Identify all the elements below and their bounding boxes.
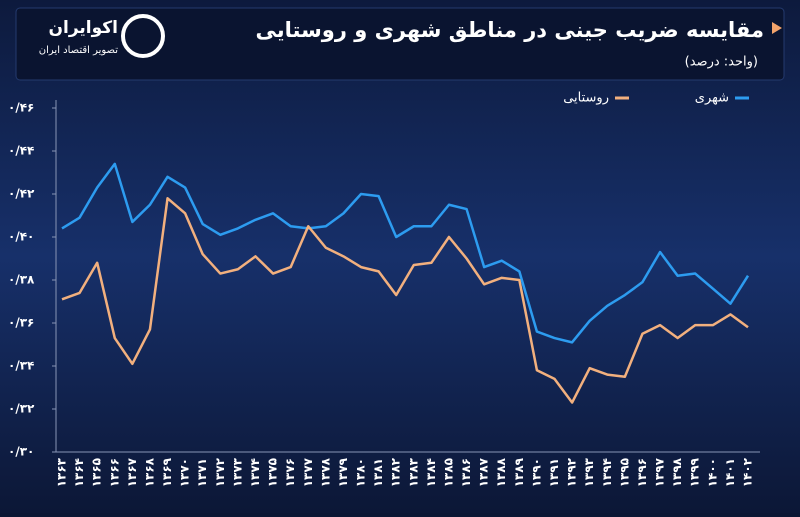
- y-tick-label: ۰/۴۴: [8, 144, 34, 158]
- x-tick-label: ۱۴۰۰: [705, 458, 719, 487]
- chart-subtitle: (واحد: درصد): [685, 55, 758, 70]
- y-tick-label: ۰/۴۶: [8, 101, 34, 115]
- title-marker: [772, 22, 782, 34]
- x-tick-label: ۱۳۶۹: [160, 457, 174, 487]
- x-tick-label: ۱۳۹۷: [653, 457, 667, 487]
- x-tick-label: ۱۴۰۱: [723, 458, 737, 487]
- y-tick-label: ۰/۳۲: [8, 402, 35, 416]
- x-tick-label: ۱۳۹۱: [547, 458, 561, 487]
- logo-name: اکوایران: [49, 18, 119, 38]
- x-tick-label: ۱۳۸۰: [354, 458, 368, 487]
- x-tick-label: ۱۳۷۹: [336, 457, 350, 487]
- x-tick-label: ۱۳۸۵: [441, 458, 455, 487]
- x-tick-label: ۱۳۹۸: [670, 457, 684, 487]
- chart-title: مقایسه ضریب جینی در مناطق شهری و روستایی: [256, 18, 764, 42]
- y-tick-label: ۰/۳۴: [8, 359, 34, 373]
- x-tick-label: ۱۳۹۶: [635, 458, 649, 487]
- x-tick-label: ۱۴۰۲: [741, 457, 755, 487]
- x-tick-label: ۱۳۸۸: [494, 457, 508, 487]
- y-tick-label: ۰/۳۸: [8, 273, 35, 287]
- x-tick-label: ۱۳۷۲: [213, 457, 227, 487]
- x-tick-label: ۱۳۶۵: [90, 458, 104, 487]
- x-tick-label: ۱۳۹۹: [688, 457, 702, 487]
- x-tick-label: ۱۳۹۵: [617, 458, 631, 487]
- x-tick-label: ۱۳۶۴: [72, 458, 86, 487]
- y-tick-label: ۰/۴۲: [8, 187, 35, 201]
- y-tick-label: ۰/۳۶: [8, 316, 34, 330]
- x-tick-label: ۱۳۸۳: [406, 457, 420, 487]
- x-tick-label: ۱۳۷۸: [318, 457, 332, 487]
- x-tick-label: ۱۳۶۸: [142, 457, 156, 487]
- y-tick-label: ۰/۴۰: [8, 230, 34, 244]
- header-box: [15, 7, 785, 81]
- x-tick-label: ۱۳۸۲: [389, 457, 403, 487]
- y-tick-label: ۰/۳۰: [8, 445, 34, 459]
- x-tick-label: ۱۳۹۰: [529, 458, 543, 487]
- x-tick-label: ۱۳۷۳: [230, 457, 244, 487]
- x-tick-label: ۱۳۸۹: [512, 457, 526, 487]
- x-tick-label: ۱۳۷۰: [178, 458, 192, 487]
- logo-icon: [121, 14, 165, 58]
- line-series: [61, 162, 750, 344]
- x-tick-label: ۱۳۷۱: [195, 458, 209, 487]
- x-tick-label: ۱۳۹۳: [582, 457, 596, 487]
- line-series: [61, 197, 749, 404]
- x-tick-label: ۱۳۶۶: [107, 458, 121, 487]
- x-tick-label: ۱۳۹۴: [600, 458, 614, 487]
- x-tick-label: ۱۳۸۷: [477, 457, 491, 487]
- x-tick-label: ۱۳۷۵: [266, 458, 280, 487]
- x-tick-label: ۱۳۹۲: [565, 457, 579, 487]
- x-tick-label: ۱۳۸۶: [459, 458, 473, 487]
- x-tick-label: ۱۳۷۷: [301, 457, 315, 487]
- legend-label: شهری: [695, 91, 729, 106]
- x-tick-label: ۱۳۸۱: [371, 458, 385, 487]
- x-tick-label: ۱۳۶۳: [55, 457, 69, 487]
- x-tick-label: ۱۳۸۴: [424, 458, 438, 487]
- x-tick-label: ۱۳۶۷: [125, 457, 139, 487]
- logo-tagline: تصویر اقتصاد ایران: [39, 45, 118, 56]
- x-tick-label: ۱۳۷۴: [248, 458, 262, 487]
- x-tick-label: ۱۳۷۶: [283, 458, 297, 487]
- legend-label: روستایی: [563, 91, 609, 106]
